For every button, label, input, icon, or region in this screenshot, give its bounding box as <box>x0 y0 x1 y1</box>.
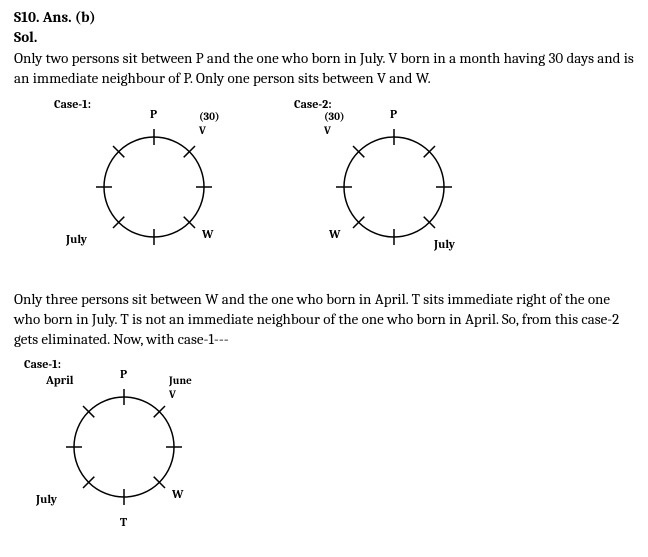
seat-top: P <box>150 107 157 121</box>
diagrams-row-bottom: Case-1: P April June V W T July <box>24 357 634 537</box>
seat-bottomb: T <box>120 515 127 529</box>
diagram-case1-top: Case-1: P (30) V W July <box>54 97 254 277</box>
seat-bl: July <box>66 232 87 246</box>
seat-trb-sub2: V <box>169 388 176 401</box>
seat-br2: July <box>434 237 455 251</box>
circle-svg-case1 <box>54 97 254 277</box>
seat-tl2: (30) V <box>324 109 344 137</box>
seat-tr-sub2: V <box>199 124 206 137</box>
seat-bl2: W <box>329 227 341 241</box>
paragraph-1: Only two persons sit between P and the o… <box>14 48 634 89</box>
seat-topb: P <box>120 367 127 381</box>
seat-tlb: April <box>46 373 74 387</box>
case1b-title: Case-1: <box>24 357 61 371</box>
diagrams-row-top: Case-1: P (30) V W July Case-2: P (30) V… <box>54 97 634 277</box>
diagram-case2-top: Case-2: P (30) V W July <box>294 97 494 277</box>
seat-top2: P <box>390 107 397 121</box>
paragraph-2: Only three persons sit between W and the… <box>14 289 634 350</box>
seat-tl2-sub2: V <box>324 124 331 137</box>
solution-label: Sol. <box>14 28 634 46</box>
case1-title: Case-1: <box>54 97 91 111</box>
seat-trb-sub1: June <box>169 374 192 387</box>
seat-br: W <box>202 227 214 241</box>
seat-brb: W <box>172 487 184 501</box>
diagram-case1-bottom: Case-1: P April June V W T July <box>24 357 224 537</box>
seat-trb: June V <box>169 373 192 401</box>
question-id: S10. Ans. (b) <box>14 8 634 26</box>
seat-tr-sub1: (30) <box>199 110 219 123</box>
seat-tr: (30) V <box>199 109 219 137</box>
seat-tl2-sub1: (30) <box>324 110 344 123</box>
seat-blb: July <box>36 492 57 506</box>
